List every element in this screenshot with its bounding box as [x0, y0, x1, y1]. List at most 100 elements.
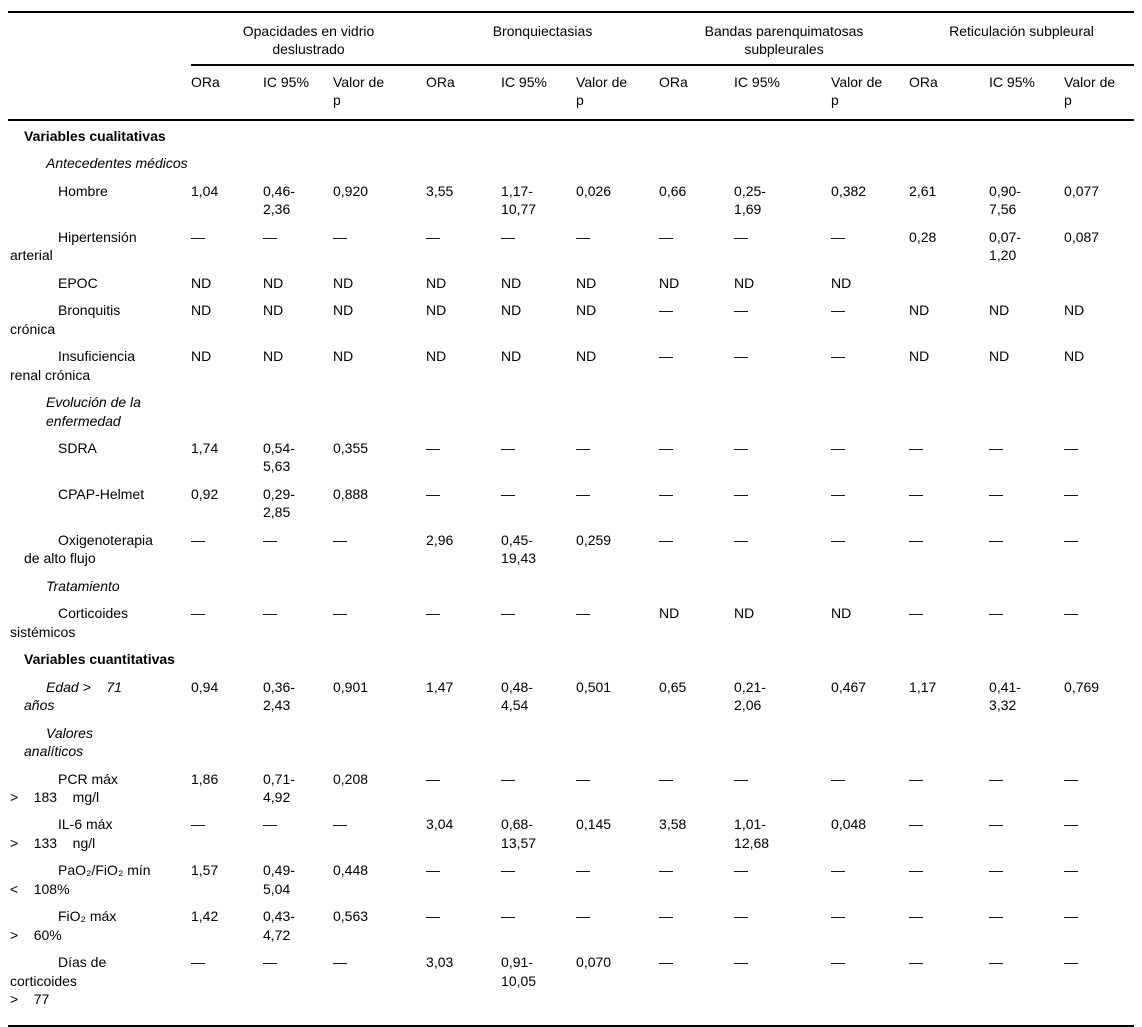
table-cell: —: [659, 862, 674, 879]
table-cell: [734, 120, 831, 151]
table-cell: —: [576, 439, 591, 456]
table-cell: —: [989, 439, 1004, 456]
table-cell: 0,29- 2,85: [263, 485, 295, 521]
table-cell: 1,86: [191, 770, 219, 787]
table-cell: —: [1064, 605, 1079, 622]
table-cell: [426, 120, 501, 151]
table-cell: [989, 647, 1064, 674]
table-cell: [333, 647, 426, 674]
table-cell: —: [333, 816, 347, 833]
row-label: SDRA: [58, 439, 97, 456]
table-cell: [1064, 574, 1134, 601]
table-cell: —: [989, 862, 1004, 879]
table-cell: —: [1064, 862, 1079, 879]
table-cell: —: [426, 228, 441, 245]
table-cell: [191, 151, 263, 178]
table-cell: ND: [909, 348, 930, 365]
table-row: Variables cualitativas: [8, 120, 1134, 151]
table-cell: 1,01- 12,68: [734, 816, 770, 851]
table-cell: 3,55: [426, 182, 454, 199]
table-cell: 0,41- 3,32: [989, 678, 1021, 714]
table-cell: [831, 721, 909, 767]
table-row: Bronquitis crónica ND ND ND ND ND ND — — — ND ND ND: [8, 298, 1134, 344]
table-cell: 0,563: [333, 908, 369, 925]
table-cell: [576, 574, 659, 601]
table-cell: —: [734, 485, 749, 502]
table-cell: 0,901: [333, 678, 369, 695]
table-cell: —: [1064, 439, 1079, 456]
table-cell: 0,769: [1064, 678, 1100, 695]
table-cell: ND: [989, 348, 1010, 365]
table-cell: —: [734, 908, 749, 925]
table-cell: [831, 120, 909, 151]
table-cell: —: [333, 950, 427, 1027]
table-cell: [909, 390, 989, 436]
table-cell: —: [426, 605, 441, 622]
table-cell: —: [989, 485, 1004, 502]
table-row: Edad > 71 años 0,94 0,36- 2,43 0,901 1,47 0,48…: [8, 675, 1134, 721]
table-cell: [191, 574, 263, 601]
row-label: Tratamiento: [46, 577, 120, 594]
table-cell: 2,96: [426, 531, 454, 548]
table-cell: [263, 647, 333, 674]
table-cell: —: [501, 605, 516, 622]
column-header-pvalue: Valor de p: [831, 64, 910, 121]
table-cell: —: [576, 770, 591, 787]
table-cell: ND: [333, 274, 354, 291]
table-cell: —: [989, 770, 1004, 787]
table-cell: ND: [191, 348, 212, 365]
table-cell: —: [426, 485, 441, 502]
table-cell: —: [333, 605, 347, 622]
table-cell: [734, 647, 831, 674]
table-cell: [576, 120, 659, 151]
table-row: Hombre 1,04 0,46- 2,36 0,920 3,55 1,17- 10,77…: [8, 179, 1134, 225]
table-cell: —: [1064, 770, 1079, 787]
table-cell: [426, 390, 501, 436]
table-cell: 1,17- 10,77: [501, 182, 537, 218]
table-cell: 0,087: [1064, 228, 1100, 245]
table-cell: —: [734, 770, 749, 787]
row-label: Días de corticoides > 77: [8, 950, 191, 1027]
table-cell: [734, 390, 831, 436]
table-cell: [576, 647, 659, 674]
table-cell: —: [831, 348, 846, 365]
table-row: Valores analíticos: [8, 721, 1134, 767]
table-row: IL-6 máx > 133 ng/l — — — 3,04 0,68- 13,57 0,14…: [8, 812, 1134, 858]
table-cell: [909, 721, 989, 767]
table-cell: 0,92: [191, 485, 219, 502]
table-cell: —: [191, 816, 205, 833]
table-cell: 0,077: [1064, 182, 1100, 199]
empty-corner-cell: [8, 64, 191, 121]
table-cell: —: [576, 485, 591, 502]
table-cell: 0,68- 13,57: [501, 816, 537, 851]
table-cell: 0,94: [191, 678, 219, 695]
table-row: FiO₂ máx > 60% 1,42 0,43- 4,72 0,563 — — — — — — — —…: [8, 904, 1134, 950]
table-cell: —: [659, 908, 674, 925]
table-cell: ND: [831, 274, 852, 291]
row-label: Oxigenoterapia de alto flujo: [24, 531, 153, 567]
table-cell: [263, 151, 333, 178]
table-cell: ND: [989, 302, 1010, 319]
empty-corner-cell: [8, 11, 191, 65]
table-cell: ND: [501, 302, 522, 319]
table-cell: —: [831, 950, 910, 1027]
table-cell: —: [263, 228, 277, 245]
table-row: SDRA 1,74 0,54- 5,63 0,355 — — — — — — — — —: [8, 436, 1134, 482]
table-cell: —: [909, 950, 990, 1027]
table-cell: —: [734, 228, 749, 245]
table-cell: ND: [263, 302, 284, 319]
table-cell: —: [1064, 908, 1079, 925]
table-cell: —: [191, 605, 205, 622]
table-cell: ND: [263, 274, 284, 291]
column-header-ora: ORa: [191, 64, 263, 121]
table-cell: —: [333, 531, 347, 548]
table-cell: —: [191, 228, 205, 245]
table-cell: —: [909, 770, 924, 787]
table-cell: —: [659, 950, 735, 1027]
table-cell: —: [734, 439, 749, 456]
table-cell: 0,48- 4,54: [501, 678, 533, 714]
table-cell: 1,04: [191, 182, 219, 199]
table-cell: 0,45- 19,43: [501, 531, 537, 567]
table-cell: [659, 120, 734, 151]
